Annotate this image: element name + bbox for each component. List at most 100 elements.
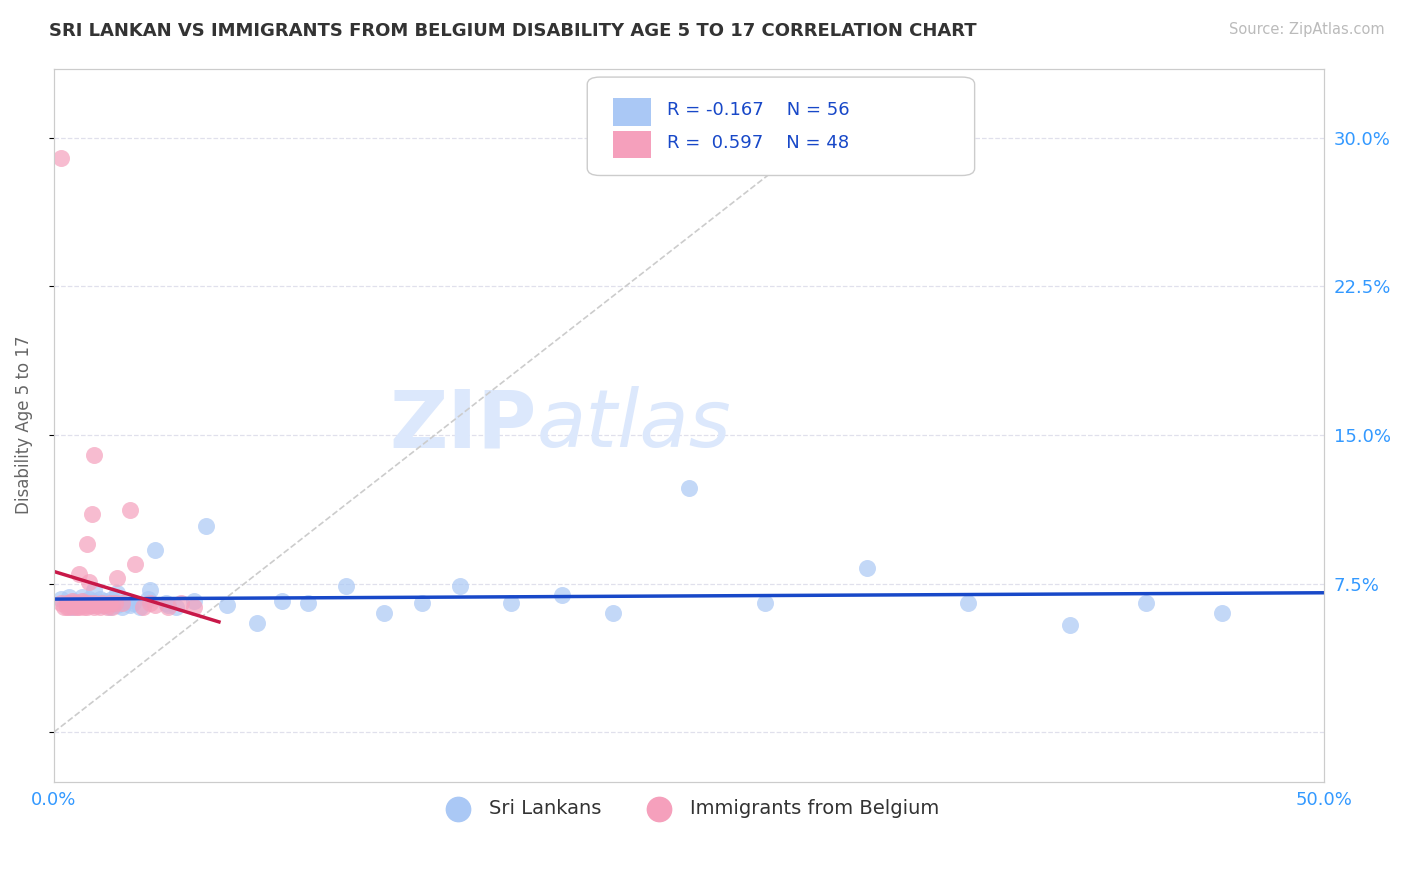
Point — [63, 596, 86, 610]
Text: R = -0.167    N = 56: R = -0.167 N = 56 — [668, 101, 849, 119]
Point — [499, 596, 522, 610]
Point — [55, 596, 77, 610]
Point — [66, 596, 89, 610]
Point — [76, 599, 98, 613]
Point — [58, 591, 80, 605]
Point — [96, 596, 118, 610]
Point — [139, 596, 162, 610]
Point — [678, 482, 700, 496]
Point — [70, 599, 93, 613]
Point — [411, 596, 433, 610]
Point — [70, 594, 93, 608]
Point — [60, 594, 83, 608]
Point — [373, 607, 395, 621]
Point — [145, 542, 167, 557]
Point — [1059, 618, 1081, 632]
Point — [132, 600, 155, 615]
Point — [93, 599, 115, 613]
Point — [83, 594, 105, 608]
Point — [602, 607, 624, 621]
Point — [73, 596, 96, 610]
Point — [118, 503, 141, 517]
Point — [101, 592, 124, 607]
Legend: Sri Lankans, Immigrants from Belgium: Sri Lankans, Immigrants from Belgium — [430, 791, 948, 825]
Point — [73, 600, 96, 615]
Point — [145, 599, 167, 613]
Bar — [613, 98, 651, 126]
Point — [93, 596, 115, 610]
Point — [157, 600, 180, 615]
Point — [271, 594, 294, 608]
Point — [79, 596, 101, 610]
Point — [86, 596, 108, 610]
Point — [105, 599, 128, 613]
Point — [58, 600, 80, 615]
Point — [67, 599, 90, 613]
Point — [83, 596, 105, 610]
Point — [55, 596, 77, 610]
Point — [83, 582, 105, 597]
Point — [51, 151, 73, 165]
Point — [111, 596, 134, 610]
Point — [60, 600, 83, 615]
Point — [195, 519, 218, 533]
FancyBboxPatch shape — [588, 77, 974, 176]
Point — [86, 599, 108, 613]
Point — [104, 596, 127, 610]
Point — [63, 600, 86, 615]
Point — [551, 589, 574, 603]
Point — [118, 599, 141, 613]
Y-axis label: Disability Age 5 to 17: Disability Age 5 to 17 — [15, 336, 32, 515]
Point — [105, 571, 128, 585]
Point — [73, 594, 96, 608]
Point — [96, 600, 118, 615]
Point — [66, 600, 89, 615]
Point — [117, 594, 139, 608]
Point — [80, 508, 103, 522]
Point — [1211, 607, 1233, 621]
Point — [170, 596, 193, 610]
Point — [66, 596, 89, 610]
Point — [129, 600, 152, 615]
Point — [89, 592, 111, 607]
Point — [93, 594, 115, 608]
Point — [67, 600, 90, 615]
Point — [79, 592, 101, 607]
Point — [63, 599, 86, 613]
Text: R =  0.597    N = 48: R = 0.597 N = 48 — [668, 134, 849, 152]
Point — [183, 594, 205, 608]
Point — [215, 599, 238, 613]
Point — [80, 599, 103, 613]
Point — [89, 600, 111, 615]
Text: Source: ZipAtlas.com: Source: ZipAtlas.com — [1229, 22, 1385, 37]
Point — [246, 616, 269, 631]
Point — [98, 596, 121, 610]
Text: SRI LANKAN VS IMMIGRANTS FROM BELGIUM DISABILITY AGE 5 TO 17 CORRELATION CHART: SRI LANKAN VS IMMIGRANTS FROM BELGIUM DI… — [49, 22, 977, 40]
Bar — [613, 130, 651, 158]
Text: atlas: atlas — [537, 386, 731, 464]
Text: ZIP: ZIP — [389, 386, 537, 464]
Point — [83, 600, 105, 615]
Point — [63, 594, 86, 608]
Point — [111, 600, 134, 615]
Point — [67, 566, 90, 581]
Point — [80, 599, 103, 613]
Point — [754, 596, 776, 610]
Point — [83, 448, 105, 462]
Point — [449, 578, 471, 592]
Point — [139, 582, 162, 597]
Point — [183, 600, 205, 615]
Point — [91, 599, 114, 613]
Point — [53, 600, 76, 615]
Point — [297, 596, 319, 610]
Point — [165, 600, 187, 615]
Point — [124, 557, 146, 571]
Point — [51, 592, 73, 607]
Point — [335, 578, 357, 592]
Point — [1135, 596, 1157, 610]
Point — [60, 599, 83, 613]
Point — [98, 600, 121, 615]
Point — [76, 596, 98, 610]
Point — [855, 560, 877, 574]
Point — [70, 591, 93, 605]
